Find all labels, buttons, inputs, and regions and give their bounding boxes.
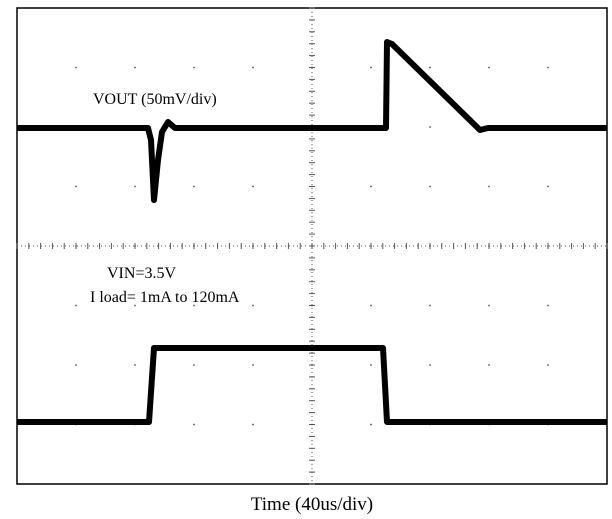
grid-dot — [252, 364, 254, 366]
grid-dot — [370, 304, 372, 307]
load-label: I load= 1mA to 120mA — [90, 289, 240, 306]
vout-trace — [17, 39, 607, 203]
grid-dot — [193, 304, 195, 307]
grid-dot — [193, 66, 195, 69]
grid-dot — [193, 364, 195, 366]
grid-dot — [488, 364, 490, 366]
grid-dot — [429, 185, 431, 188]
grid-dot — [488, 185, 490, 188]
vout-label: VOUT (50mV/div) — [93, 91, 217, 108]
grid-dot — [75, 66, 77, 69]
grid-dot — [547, 304, 549, 307]
grid-dot — [488, 304, 490, 307]
grid-dot — [370, 364, 372, 366]
grid-dot — [429, 126, 431, 128]
grid-dot — [429, 66, 431, 69]
grid-dot — [252, 423, 254, 426]
grid-dot — [252, 304, 254, 307]
grid-dot — [547, 66, 549, 69]
vin-label: VIN=3.5V — [107, 265, 176, 282]
grid-dot — [134, 304, 136, 307]
grid-dot — [370, 66, 372, 69]
grid-dot — [75, 364, 77, 366]
grid-dot — [75, 185, 77, 188]
grid — [16, 7, 608, 485]
vin-trace — [17, 345, 607, 425]
grid-dot — [370, 185, 372, 188]
grid-dot — [75, 304, 77, 307]
grid-dot — [134, 66, 136, 69]
grid-dot — [429, 364, 431, 366]
grid-dot — [193, 185, 195, 188]
grid-dot — [370, 423, 372, 426]
grid-dot — [488, 66, 490, 69]
grid-dot — [429, 304, 431, 307]
grid-dot — [547, 185, 549, 188]
grid-dot — [134, 185, 136, 188]
grid-dot — [252, 185, 254, 188]
x-axis-label: Time (40us/div) — [251, 494, 373, 515]
grid-dot — [134, 364, 136, 366]
grid-dot — [547, 364, 549, 366]
grid-dot — [193, 423, 195, 426]
grid-dot — [252, 66, 254, 69]
